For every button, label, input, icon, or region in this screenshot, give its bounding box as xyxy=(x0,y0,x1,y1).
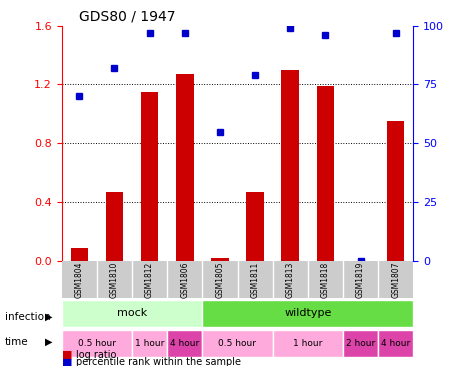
Text: GSM1805: GSM1805 xyxy=(216,261,224,298)
Text: GSM1811: GSM1811 xyxy=(251,261,259,298)
Bar xyxy=(281,70,299,261)
Text: 2 hour: 2 hour xyxy=(346,339,375,348)
Bar xyxy=(316,86,334,261)
Text: 0.5 hour: 0.5 hour xyxy=(218,339,256,348)
FancyBboxPatch shape xyxy=(273,330,343,357)
Text: ■: ■ xyxy=(62,357,72,366)
Text: infection: infection xyxy=(5,311,50,322)
Bar xyxy=(247,192,264,261)
Text: GSM1818: GSM1818 xyxy=(321,261,330,298)
Text: time: time xyxy=(5,337,28,347)
Text: GSM1806: GSM1806 xyxy=(180,261,189,298)
Text: log ratio: log ratio xyxy=(76,350,116,360)
Text: 4 hour: 4 hour xyxy=(170,339,199,348)
FancyBboxPatch shape xyxy=(132,330,167,357)
FancyBboxPatch shape xyxy=(167,330,202,357)
Bar xyxy=(105,192,124,261)
Text: ▶: ▶ xyxy=(45,311,53,322)
Text: wildtype: wildtype xyxy=(284,308,332,318)
Text: GSM1804: GSM1804 xyxy=(75,261,84,298)
Text: 1 hour: 1 hour xyxy=(293,339,323,348)
Bar xyxy=(71,248,88,261)
Text: GSM1819: GSM1819 xyxy=(356,261,365,298)
Text: percentile rank within the sample: percentile rank within the sample xyxy=(76,357,241,366)
Text: GSM1807: GSM1807 xyxy=(391,261,400,298)
Text: mock: mock xyxy=(117,308,147,318)
Text: GSM1812: GSM1812 xyxy=(145,261,154,298)
Text: ▶: ▶ xyxy=(45,337,53,347)
Bar xyxy=(211,258,228,261)
Bar xyxy=(141,92,158,261)
Text: GSM1813: GSM1813 xyxy=(286,261,294,298)
FancyBboxPatch shape xyxy=(202,300,413,327)
FancyBboxPatch shape xyxy=(62,330,132,357)
Bar xyxy=(387,121,404,261)
Text: 0.5 hour: 0.5 hour xyxy=(78,339,116,348)
Text: ■: ■ xyxy=(62,350,72,360)
Text: 4 hour: 4 hour xyxy=(381,339,410,348)
Text: 1 hour: 1 hour xyxy=(135,339,164,348)
FancyBboxPatch shape xyxy=(62,300,202,327)
FancyBboxPatch shape xyxy=(343,330,378,357)
Text: GSM1810: GSM1810 xyxy=(110,261,119,298)
FancyBboxPatch shape xyxy=(202,330,273,357)
Bar xyxy=(176,74,194,261)
Text: GDS80 / 1947: GDS80 / 1947 xyxy=(79,9,176,23)
FancyBboxPatch shape xyxy=(378,330,413,357)
